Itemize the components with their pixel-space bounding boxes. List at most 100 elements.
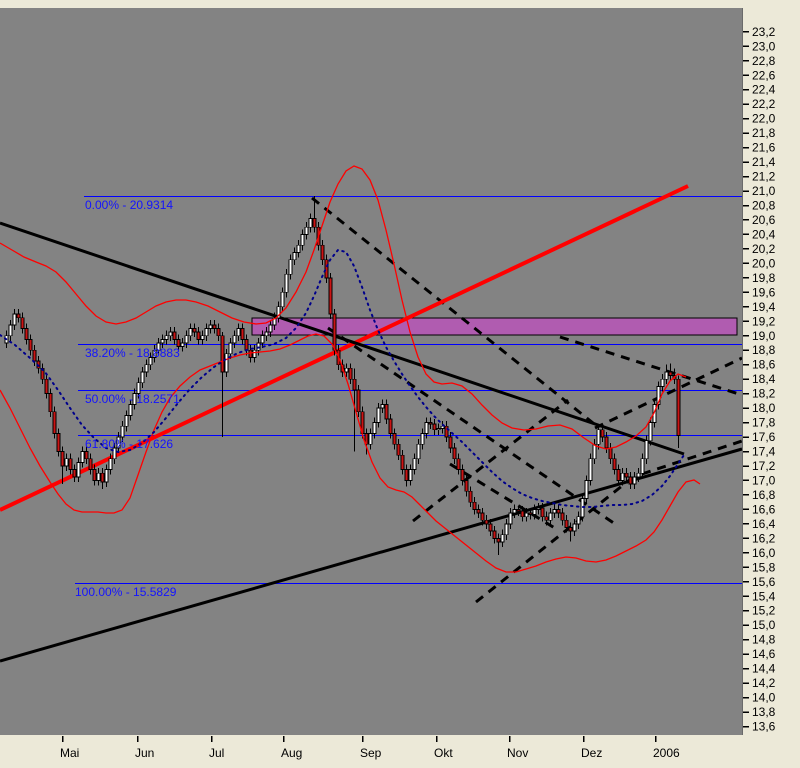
- candle-body: [260, 335, 265, 344]
- y-axis-panel: [742, 0, 800, 768]
- candle-body: [96, 472, 101, 481]
- y-tick-label: 15,6: [752, 575, 776, 589]
- y-tick-label: 20,2: [752, 242, 776, 256]
- candle-body: [148, 357, 153, 366]
- candle-body: [560, 512, 565, 521]
- y-tick-label: 15,2: [752, 604, 776, 618]
- candle-body: [344, 367, 349, 373]
- y-tick-label: 20,0: [752, 256, 776, 270]
- candle-body: [448, 436, 453, 449]
- candle-body: [280, 291, 285, 308]
- candle-body: [548, 512, 553, 521]
- candle-body: [108, 458, 113, 471]
- candle-body: [540, 507, 545, 518]
- candle-body: [420, 433, 425, 445]
- dashed-trendline: [412, 398, 569, 523]
- x-tick-label: Mai: [60, 746, 79, 760]
- candle-body: [640, 458, 645, 474]
- candle-body: [300, 234, 305, 246]
- candle-body: [120, 425, 125, 438]
- x-tick-label: Aug: [281, 746, 302, 760]
- candle-body: [456, 458, 461, 471]
- candle-body: [216, 328, 221, 337]
- y-tick-label: 21,4: [752, 155, 776, 169]
- candle-body: [472, 501, 477, 510]
- y-tick-label: 14,8: [752, 633, 776, 647]
- dashed-trendline: [594, 356, 743, 430]
- candle-body: [532, 509, 537, 515]
- y-tick-label: 19,6: [752, 285, 776, 299]
- y-tick-label: 17,2: [752, 459, 776, 473]
- candle-body: [384, 404, 389, 420]
- candle-body: [604, 436, 609, 449]
- candle-body: [432, 423, 437, 431]
- candle-body: [72, 469, 77, 478]
- y-tick-label: 22,6: [752, 68, 776, 82]
- candle-body: [648, 422, 653, 442]
- candle-body: [632, 476, 637, 485]
- candle-body: [544, 516, 549, 521]
- candle-body: [372, 422, 377, 434]
- resistance-zone: [251, 317, 738, 336]
- candle-body: [504, 523, 509, 536]
- candle-body: [352, 378, 357, 391]
- candle-body: [332, 313, 337, 351]
- candle-body: [528, 512, 533, 515]
- candle-body: [168, 331, 173, 337]
- candle-body: [184, 335, 189, 344]
- candle-body: [664, 371, 669, 380]
- candle-body: [176, 338, 181, 348]
- dotted-moving-average: [0, 248, 685, 508]
- candle-body: [28, 338, 33, 351]
- candle-body: [32, 349, 37, 362]
- candle-body: [404, 469, 409, 481]
- fib-label: 50.00% - 18.2571: [85, 392, 180, 406]
- candle-body: [576, 516, 581, 525]
- candle-body: [436, 427, 441, 431]
- candle-body: [236, 328, 241, 337]
- candle-body: [16, 313, 21, 319]
- candle-body: [552, 509, 557, 514]
- y-tick-label: 16,4: [752, 517, 776, 531]
- y-tick-label: 15,0: [752, 618, 776, 632]
- y-tick-label: 14,6: [752, 647, 776, 661]
- candle-body: [12, 313, 17, 326]
- y-tick-label: 20,4: [752, 227, 776, 241]
- x-tick-label: Jul: [209, 746, 224, 760]
- y-tick-label: 18,0: [752, 401, 776, 415]
- y-tick-label: 17,8: [752, 416, 776, 430]
- y-tick-label: 21,8: [752, 126, 776, 140]
- y-tick-label: 14,2: [752, 676, 776, 690]
- y-tick-label: 17,4: [752, 445, 776, 459]
- y-tick-label: 22,2: [752, 97, 776, 111]
- y-tick-label: 19,0: [752, 329, 776, 343]
- candle-body: [400, 454, 405, 471]
- candle-body: [272, 317, 277, 326]
- candle-body: [144, 364, 149, 373]
- y-tick-label: 15,8: [752, 560, 776, 574]
- candle-body: [44, 378, 49, 395]
- y-tick-label: 15,4: [752, 589, 776, 603]
- candle-body: [480, 512, 485, 521]
- y-tick-label: 17,0: [752, 473, 776, 487]
- candle-body: [8, 324, 13, 337]
- candle-body: [616, 469, 621, 481]
- y-tick-label: 14,4: [752, 662, 776, 676]
- y-tick-label: 16,8: [752, 488, 776, 502]
- dashed-trendline: [475, 476, 633, 604]
- candle-body: [64, 458, 69, 467]
- candle-body: [240, 328, 245, 340]
- candle-body: [156, 342, 161, 351]
- candle-body: [248, 349, 253, 358]
- plot-area: [0, 8, 742, 735]
- candle-body: [536, 507, 541, 510]
- y-tick-label: 13,8: [752, 705, 776, 719]
- candle-body: [312, 218, 317, 228]
- candle-body: [228, 342, 233, 355]
- x-tick-label: Jun: [135, 746, 154, 760]
- dashed-trendline: [311, 196, 599, 429]
- candle-body: [76, 461, 81, 478]
- y-tick-label: 21,0: [752, 184, 776, 198]
